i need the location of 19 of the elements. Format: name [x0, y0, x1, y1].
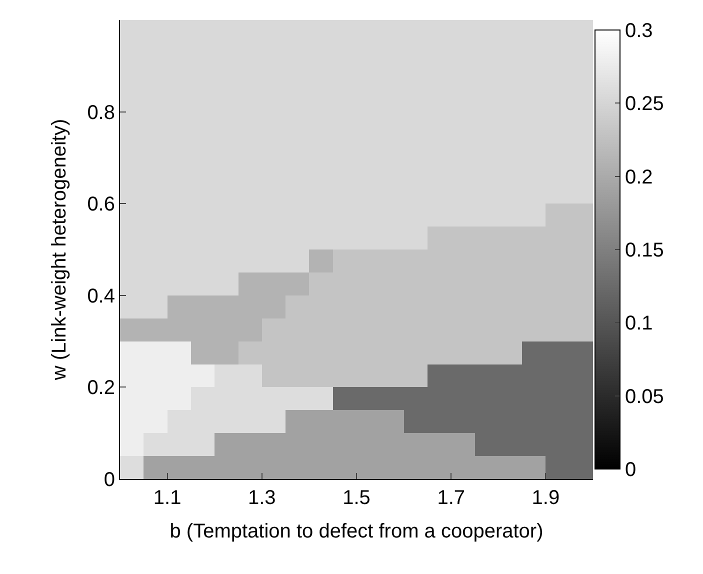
color-bar-label: 0 — [625, 459, 636, 481]
x-tick-label: 1.7 — [437, 487, 466, 509]
x-tick-label: 1.5 — [342, 487, 370, 509]
color-bar-label: 0.3 — [625, 20, 653, 42]
color-bar-label: 0.25 — [625, 93, 664, 116]
color-bar-label: 0.05 — [625, 386, 664, 408]
color-bar-label: 0.15 — [625, 240, 664, 262]
y-tick-label: 0 — [104, 469, 115, 491]
x-tick-label: 1.1 — [153, 487, 182, 509]
x-tick-label: 1.9 — [532, 487, 560, 509]
x-tick-label: 1.3 — [248, 487, 276, 509]
color-bar-label: 0.1 — [625, 312, 653, 335]
y-tick-label: 0.8 — [87, 102, 115, 124]
y-axis-title: w (Link-weight heterogeneity) — [48, 118, 71, 382]
y-tick-label: 0.2 — [87, 377, 115, 400]
y-tick-label: 0.4 — [87, 285, 115, 308]
color-bar-label: 0.2 — [625, 166, 653, 188]
y-tick-label: 0.6 — [87, 194, 115, 216]
x-axis-title: b (Temptation to defect from a cooperator) — [170, 520, 544, 542]
